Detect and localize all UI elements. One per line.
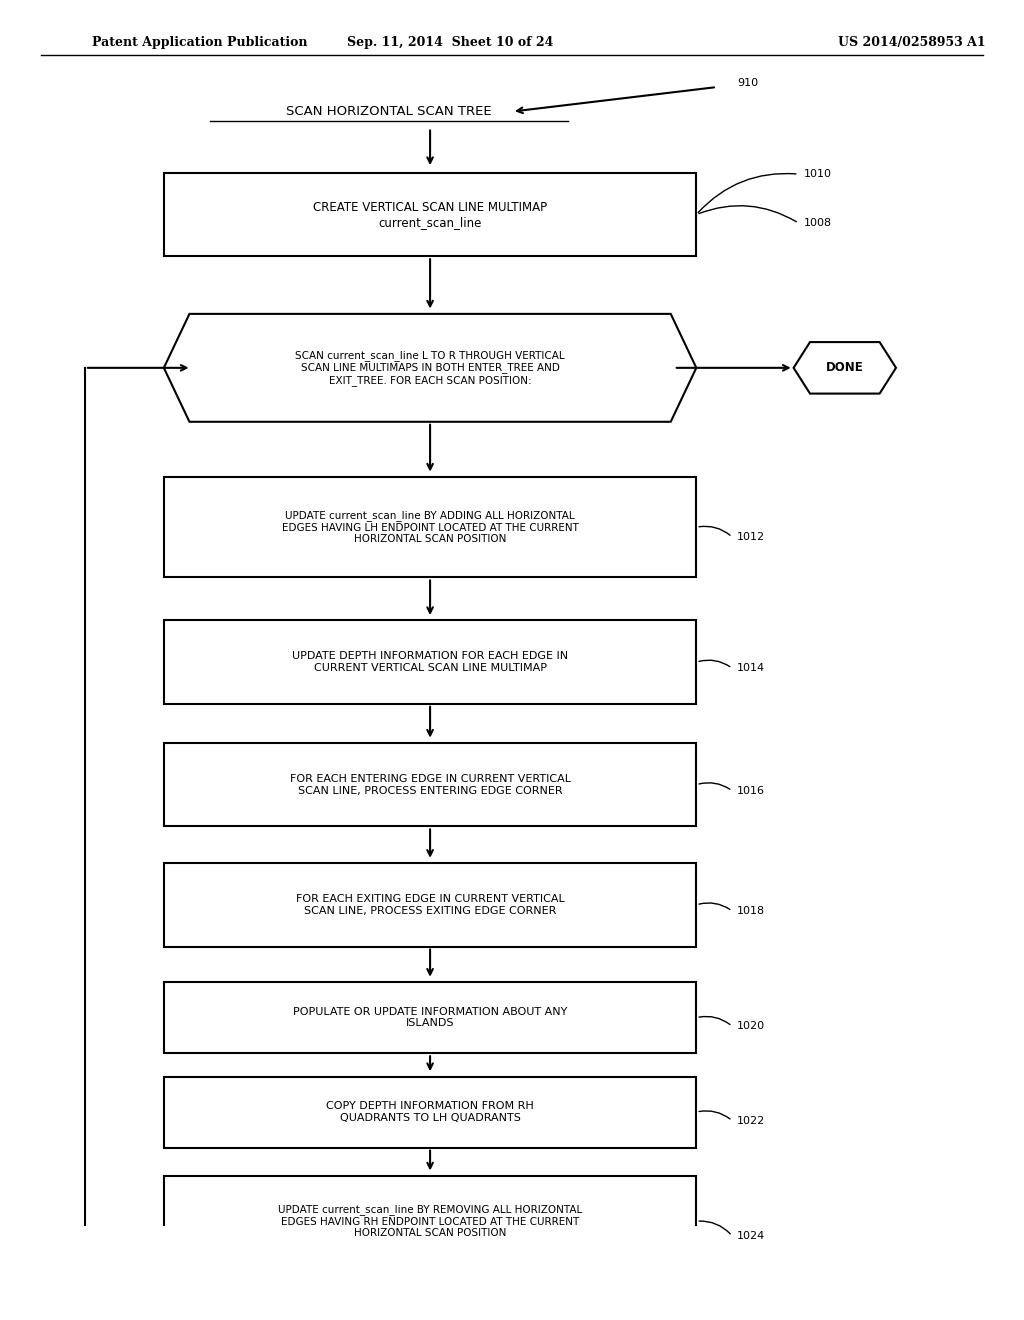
Polygon shape	[794, 342, 896, 393]
Text: Patent Application Publication: Patent Application Publication	[92, 37, 307, 49]
Text: 1022: 1022	[737, 1115, 766, 1126]
Text: 1012: 1012	[737, 532, 765, 543]
Text: 1008: 1008	[804, 218, 831, 228]
Text: SCAN current_scan_line L TO R THROUGH VERTICAL
SCAN LINE MULTIMAPS IN BOTH ENTER: SCAN current_scan_line L TO R THROUGH VE…	[295, 350, 565, 385]
FancyBboxPatch shape	[164, 620, 696, 704]
FancyBboxPatch shape	[164, 743, 696, 826]
Text: 910: 910	[737, 78, 759, 88]
FancyBboxPatch shape	[164, 982, 696, 1053]
FancyBboxPatch shape	[164, 477, 696, 577]
Text: 1018: 1018	[737, 906, 765, 916]
Text: DONE: DONE	[826, 362, 863, 375]
Text: 1024: 1024	[737, 1232, 766, 1241]
FancyBboxPatch shape	[164, 1176, 696, 1267]
Text: US 2014/0258953 A1: US 2014/0258953 A1	[838, 37, 985, 49]
Text: FOR EACH EXITING EDGE IN CURRENT VERTICAL
SCAN LINE, PROCESS EXITING EDGE CORNER: FOR EACH EXITING EDGE IN CURRENT VERTICA…	[296, 894, 564, 916]
Text: UPDATE current_scan_line BY ADDING ALL HORIZONTAL
EDGES HAVING LH ENDPOINT LOCAT: UPDATE current_scan_line BY ADDING ALL H…	[282, 510, 579, 544]
Text: CREATE VERTICAL SCAN LINE MULTIMAP
current_scan_line: CREATE VERTICAL SCAN LINE MULTIMAP curre…	[313, 201, 547, 228]
Text: FOR EACH ENTERING EDGE IN CURRENT VERTICAL
SCAN LINE, PROCESS ENTERING EDGE CORN: FOR EACH ENTERING EDGE IN CURRENT VERTIC…	[290, 774, 570, 796]
Polygon shape	[164, 314, 696, 422]
Text: Sep. 11, 2014  Sheet 10 of 24: Sep. 11, 2014 Sheet 10 of 24	[347, 37, 554, 49]
Text: 1010: 1010	[804, 169, 831, 180]
Text: POPULATE OR UPDATE INFORMATION ABOUT ANY
ISLANDS: POPULATE OR UPDATE INFORMATION ABOUT ANY…	[293, 1007, 567, 1028]
Text: SCAN HORIZONTAL SCAN TREE: SCAN HORIZONTAL SCAN TREE	[287, 106, 492, 117]
FancyBboxPatch shape	[164, 173, 696, 256]
Text: 1020: 1020	[737, 1022, 765, 1031]
FancyBboxPatch shape	[164, 863, 696, 946]
FancyBboxPatch shape	[164, 1077, 696, 1147]
Text: 1016: 1016	[737, 785, 765, 796]
Text: UPDATE current_scan_line BY REMOVING ALL HORIZONTAL
EDGES HAVING RH ENDPOINT LOC: UPDATE current_scan_line BY REMOVING ALL…	[278, 1204, 583, 1238]
Text: COPY DEPTH INFORMATION FROM RH
QUADRANTS TO LH QUADRANTS: COPY DEPTH INFORMATION FROM RH QUADRANTS…	[327, 1101, 534, 1123]
Text: UPDATE DEPTH INFORMATION FOR EACH EDGE IN
CURRENT VERTICAL SCAN LINE MULTIMAP: UPDATE DEPTH INFORMATION FOR EACH EDGE I…	[292, 651, 568, 673]
Text: 1014: 1014	[737, 663, 765, 673]
